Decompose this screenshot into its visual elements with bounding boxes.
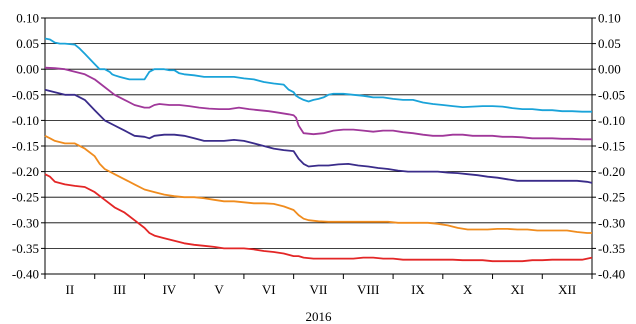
y-tick-label-right: -0.10 <box>598 113 625 128</box>
y-tick-label-right: 0.10 <box>598 11 621 26</box>
y-tick-label-left: -0.25 <box>12 190 39 205</box>
y-tick-label-left: 0.00 <box>16 62 39 77</box>
x-tick-label: II <box>66 282 75 297</box>
y-axis-left: 0.10 0.05 0.00 -0.05 -0.10 -0.15 -0.20 -0.25 -0.… <box>12 11 45 282</box>
series-line-4 <box>44 134 592 234</box>
y-tick-label-right: -0.20 <box>598 164 625 179</box>
y-tick-label-left: -0.20 <box>12 164 39 179</box>
x-tick-label: XII <box>558 282 576 297</box>
y-tick-label-left: -0.15 <box>12 139 39 154</box>
x-tick-label: III <box>113 282 126 297</box>
x-tick-label: VIII <box>357 282 379 297</box>
x-tick-label: VI <box>262 282 276 297</box>
y-tick-label-right: -0.25 <box>598 190 625 205</box>
y-tick-label-right: 0.05 <box>598 36 621 51</box>
series-line-2 <box>44 66 592 141</box>
y-tick-label-right: -0.30 <box>598 215 625 230</box>
y-tick-label-right: -0.15 <box>598 139 625 154</box>
y-tick-label-right: -0.40 <box>598 267 625 282</box>
y-tick-label-left: -0.10 <box>12 113 39 128</box>
y-tick-label-left: 0.05 <box>16 36 39 51</box>
grid-lines <box>45 17 592 275</box>
y-tick-label-right: -0.35 <box>598 241 625 256</box>
series-line-1 <box>44 37 592 113</box>
x-tick-label: IX <box>411 282 425 297</box>
x-tick-label: X <box>463 282 473 297</box>
y-tick-label-left: -0.40 <box>12 267 39 282</box>
series-line-3 <box>44 88 593 184</box>
y-axis-right: 0.10 0.05 0.00 -0.05 -0.10 -0.15 -0.20 -0.25 -0.… <box>592 11 625 282</box>
y-tick-label-left: -0.30 <box>12 215 39 230</box>
series-group <box>44 37 593 263</box>
x-axis-title: 2016 <box>306 309 333 324</box>
y-tick-label-right: -0.05 <box>598 87 625 102</box>
x-tick-label: VII <box>309 282 327 297</box>
y-tick-label-left: 0.10 <box>16 11 39 26</box>
y-tick-label-right: 0.00 <box>598 62 621 77</box>
x-tick-label: V <box>214 282 224 297</box>
x-axis: II III IV V VI VII VIII IX X XI XII <box>44 274 593 297</box>
y-tick-label-left: -0.35 <box>12 241 39 256</box>
y-tick-label-left: -0.05 <box>12 87 39 102</box>
series-line-5 <box>44 173 593 263</box>
x-tick-label: XI <box>511 282 525 297</box>
x-tick-label: IV <box>162 282 176 297</box>
